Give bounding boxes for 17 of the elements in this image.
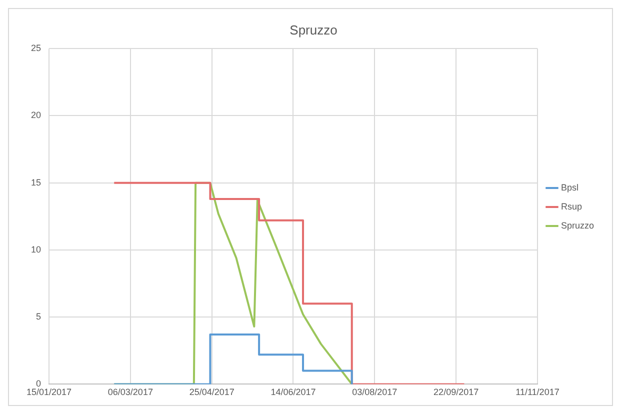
x-tick-label: 22/09/2017 <box>434 387 479 398</box>
y-tick-label: 0 <box>36 378 42 389</box>
x-tick-label: 25/04/2017 <box>189 387 234 398</box>
y-tick-label: 25 <box>30 43 42 54</box>
y-tick-label: 10 <box>30 244 42 254</box>
x-tick-label: 14/06/2017 <box>270 387 316 398</box>
x-tick-label: 06/03/2017 <box>108 387 153 398</box>
y-tick-label: 5 <box>36 312 42 322</box>
legend-label: Spruzzo <box>560 220 594 230</box>
y-tick-label: 20 <box>30 110 42 120</box>
x-tick-label: 11/11/2017 <box>516 387 560 398</box>
x-tick-label: 15/01/2017 <box>26 387 72 398</box>
y-tick-label: 15 <box>30 177 42 188</box>
chart-title: Spruzzo <box>290 22 338 38</box>
x-tick-label: 03/08/2017 <box>352 387 398 398</box>
legend-label: Bpsl <box>560 182 578 192</box>
legend-label: Rsup <box>560 201 582 212</box>
